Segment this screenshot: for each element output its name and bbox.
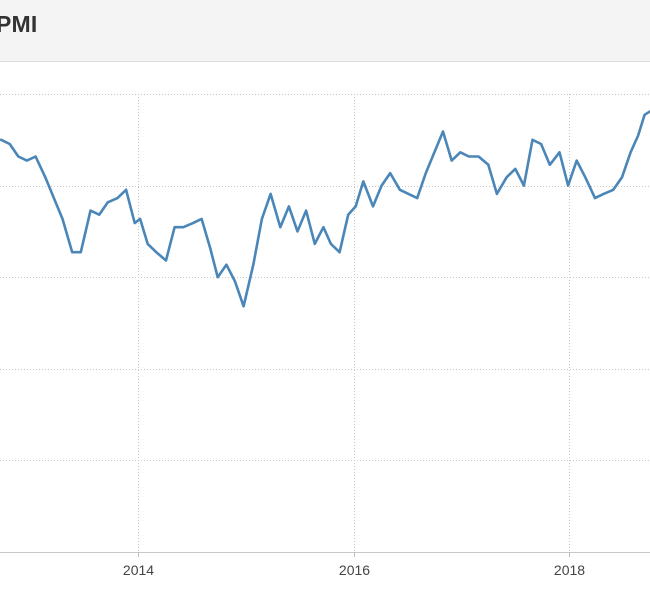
series-layer <box>0 109 650 308</box>
chart-title: PMI <box>0 11 38 37</box>
x-tick-label: 2016 <box>339 562 370 578</box>
line-chart: 2014 2016 2018 <box>0 94 650 578</box>
x-axis: 2014 2016 2018 <box>123 552 585 578</box>
chart-area: 2014 2016 2018 <box>0 62 650 600</box>
series-line <box>0 109 650 308</box>
x-tick-label: 2018 <box>554 562 585 578</box>
grid <box>0 94 650 553</box>
x-tick-label: 2014 <box>123 562 154 578</box>
chart-header: PMI <box>0 0 650 62</box>
